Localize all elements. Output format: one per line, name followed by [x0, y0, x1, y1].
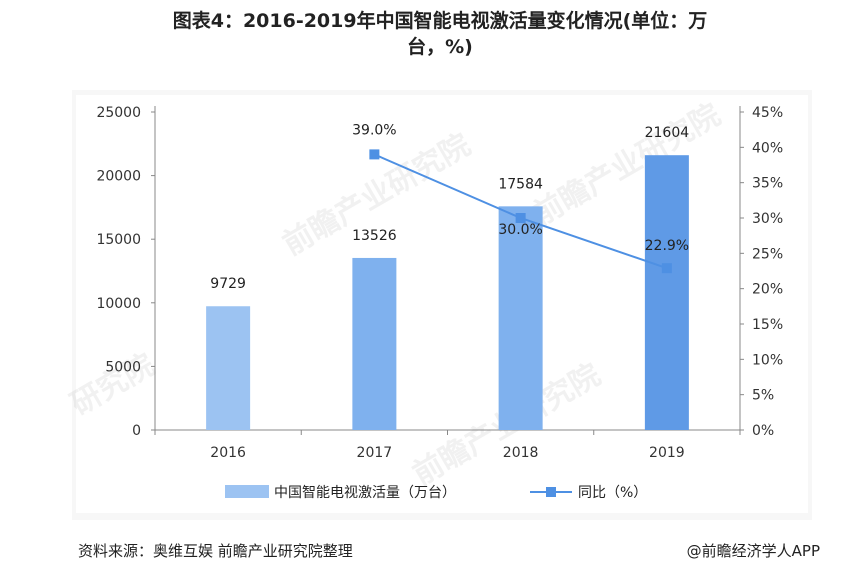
left-axis-tick-label: 15000 — [96, 232, 141, 248]
left-axis-tick-label: 25000 — [96, 105, 141, 121]
right-axis-tick-label: 35% — [752, 176, 783, 192]
brand-note: @前瞻经济学人APP — [686, 542, 820, 560]
line-point-marker — [515, 213, 526, 223]
x-axis-tick-label: 2018 — [503, 445, 539, 461]
bar — [206, 306, 251, 430]
left-axis-tick-label: 20000 — [96, 169, 141, 185]
chart-title-line1: 图表4：2016-2019年中国智能电视激活量变化情况(单位：万 — [172, 10, 708, 32]
line-data-label: 22.9% — [645, 238, 689, 254]
bar — [352, 257, 397, 430]
legend-line-marker — [546, 487, 556, 497]
x-axis-tick-label: 2016 — [210, 445, 246, 461]
left-axis-tick-label: 5000 — [105, 359, 141, 375]
line-data-label: 30.0% — [498, 222, 542, 238]
x-axis-tick-label: 2019 — [649, 445, 685, 461]
right-axis-tick-label: 20% — [752, 282, 783, 298]
line-point-marker — [661, 263, 672, 274]
source-note: 资料来源：奥维互娱 前瞻产业研究院整理 — [78, 542, 353, 560]
right-axis-tick-label: 15% — [752, 317, 783, 333]
bar-data-label: 21604 — [645, 125, 690, 141]
right-axis-tick-label: 45% — [752, 105, 783, 121]
bar-data-label: 17584 — [498, 176, 543, 192]
chart-title: 图表4：2016-2019年中国智能电视激活量变化情况(单位：万 台，%) — [90, 8, 790, 60]
bar-data-label: 13526 — [352, 228, 397, 244]
bar-data-label: 9729 — [210, 276, 246, 292]
bar — [498, 206, 543, 430]
right-axis-tick-label: 40% — [752, 140, 783, 156]
legend-line-label: 同比（%） — [578, 485, 647, 501]
legend-bar-swatch — [225, 485, 269, 498]
right-axis-tick-label: 10% — [752, 352, 783, 368]
bar — [644, 155, 689, 430]
x-axis-tick-label: 2017 — [357, 445, 393, 461]
left-axis-tick-label: 10000 — [96, 296, 141, 312]
right-axis-tick-label: 30% — [752, 211, 783, 227]
chart-title-line2: 台，%) — [407, 36, 473, 58]
line-point-marker — [369, 149, 380, 160]
line-data-label: 39.0% — [352, 122, 396, 138]
right-axis-tick-label: 5% — [752, 388, 774, 404]
left-axis-tick-label: 0 — [132, 423, 141, 439]
right-axis-tick-label: 25% — [752, 246, 783, 262]
legend-bar-label: 中国智能电视激活量（万台） — [274, 484, 456, 501]
right-axis-tick-label: 0% — [752, 423, 774, 439]
